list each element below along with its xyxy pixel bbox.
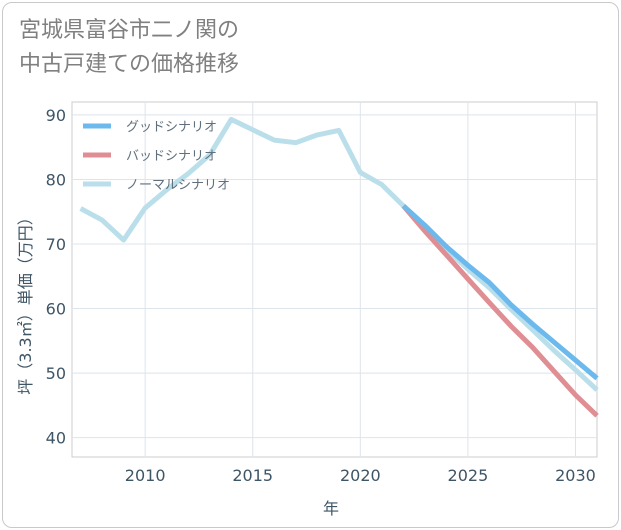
y-tick-label: 50 — [46, 364, 66, 383]
legend-normal-scenario[interactable]: ノーマルシナリオ — [83, 178, 230, 193]
y-tick-label: 90 — [46, 106, 66, 125]
plot-area — [71, 101, 598, 458]
y-axis-label: 坪（3.3㎡）単価（万円） — [16, 209, 35, 394]
y-tick-label: 70 — [46, 235, 66, 254]
x-axis-ticks: 2010 2015 2020 2025 2030 — [125, 466, 596, 485]
bad-scenario-line — [401, 204, 599, 418]
y-tick-label: 60 — [46, 300, 66, 319]
legend-bad-scenario[interactable]: バッドシナリオ — [83, 149, 217, 164]
x-tick-label: 2015 — [232, 466, 273, 485]
y-axis-ticks: 40 50 60 70 80 90 — [46, 106, 66, 448]
x-tick-label: 2030 — [555, 466, 596, 485]
legend-label: グッドシナリオ — [126, 120, 217, 135]
legend-label: ノーマルシナリオ — [126, 178, 230, 193]
y-tick-label: 80 — [46, 170, 66, 189]
x-tick-label: 2025 — [448, 466, 489, 485]
chart-title-line-1: 宮城県富谷市二ノ関の — [19, 18, 240, 43]
normal-scenario-line — [79, 116, 599, 392]
legend-label: バッドシナリオ — [126, 149, 217, 164]
x-tick-label: 2020 — [340, 466, 381, 485]
series-lines — [79, 116, 599, 418]
legend-good-scenario[interactable]: グッドシナリオ — [83, 120, 217, 135]
x-axis-label: 年 — [323, 499, 339, 518]
x-tick-label: 2010 — [125, 466, 166, 485]
good-scenario-line — [401, 204, 599, 381]
chart-title-line-2: 中古戸建ての価格推移 — [19, 52, 240, 77]
y-tick-label: 40 — [46, 429, 66, 448]
chart-title: 宮城県富谷市二ノ関の 中古戸建ての価格推移 — [19, 14, 239, 82]
